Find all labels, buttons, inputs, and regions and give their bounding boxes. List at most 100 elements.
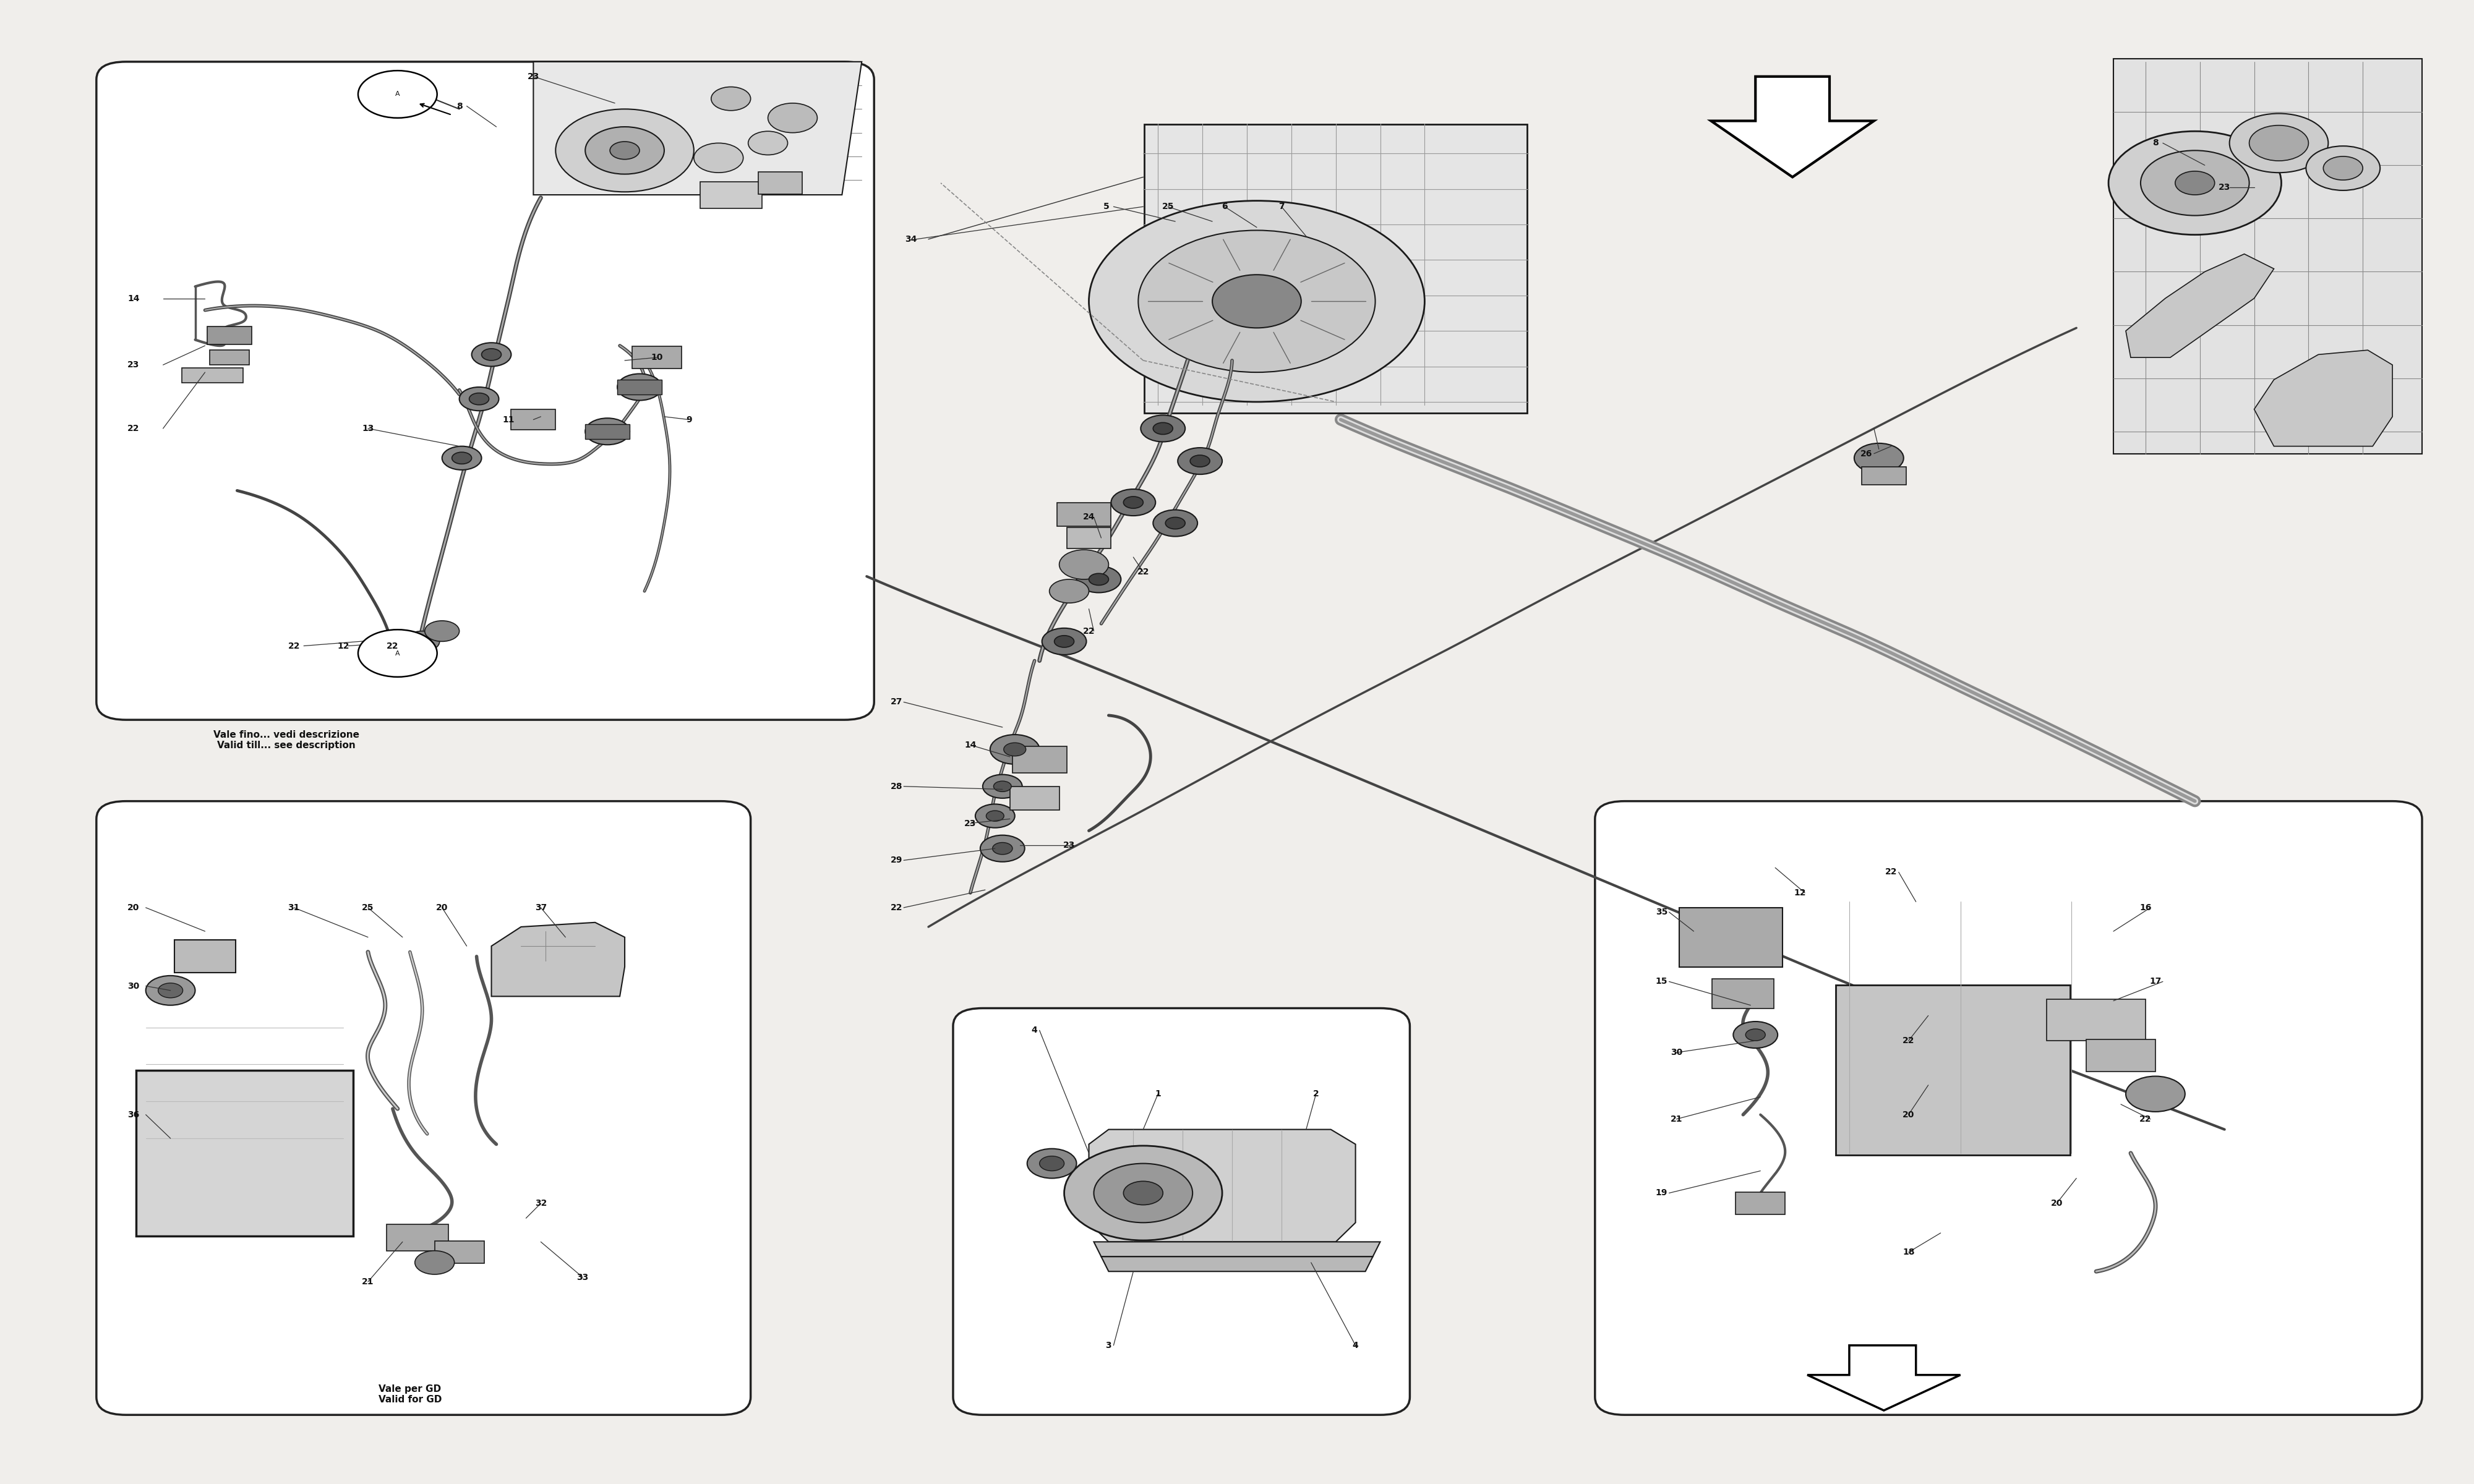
Text: 21: 21 [1670,1114,1682,1123]
Circle shape [460,387,500,411]
Bar [2046,999,2145,1040]
Circle shape [1165,518,1185,530]
Text: 19: 19 [1655,1189,1667,1198]
Bar [1737,1192,1786,1214]
Bar [1680,908,1784,966]
Text: 12: 12 [336,641,349,650]
Text: 24: 24 [1084,513,1096,521]
Circle shape [557,108,693,191]
Circle shape [2175,171,2214,194]
Text: 35: 35 [1655,908,1667,917]
Bar [181,368,242,383]
Polygon shape [2125,254,2274,358]
Bar [633,346,680,368]
Circle shape [1054,635,1074,647]
Bar [618,380,661,395]
Circle shape [1747,1028,1766,1040]
Text: 14: 14 [965,741,977,749]
Text: 22: 22 [1138,567,1150,576]
Circle shape [453,453,473,464]
Polygon shape [492,923,626,996]
Text: 16: 16 [2140,904,2152,913]
Circle shape [1853,444,1903,473]
Text: A: A [396,650,401,656]
Circle shape [416,1251,455,1275]
Polygon shape [1808,1346,1959,1410]
Bar [1066,528,1111,548]
Circle shape [992,843,1012,855]
Circle shape [359,629,438,677]
Circle shape [426,620,460,641]
Circle shape [1094,1163,1192,1223]
Text: 23: 23 [129,361,139,370]
Text: 11: 11 [502,416,515,424]
Text: 2: 2 [1314,1089,1319,1098]
Polygon shape [1101,1257,1373,1272]
Bar [700,181,762,208]
Circle shape [473,343,512,367]
Text: 22: 22 [386,641,398,650]
Text: 29: 29 [891,856,903,865]
Circle shape [406,631,440,651]
Circle shape [1059,549,1108,579]
Circle shape [158,982,183,997]
Bar [1860,467,1905,485]
Polygon shape [1712,77,1873,177]
Circle shape [1004,742,1027,755]
Text: 15: 15 [1655,978,1667,985]
Text: 12: 12 [1794,889,1806,898]
Polygon shape [2254,350,2392,447]
Circle shape [1027,1149,1076,1178]
Bar [2086,1039,2155,1071]
Bar [1145,125,1526,413]
Polygon shape [534,62,861,194]
Text: 32: 32 [534,1199,547,1208]
Text: 20: 20 [2051,1199,2063,1208]
Circle shape [1178,448,1222,475]
Polygon shape [1089,1129,1356,1242]
Circle shape [1141,416,1185,442]
Bar [586,424,631,439]
Bar [1056,503,1111,527]
Circle shape [975,804,1014,828]
Circle shape [1039,1156,1064,1171]
Circle shape [990,735,1039,764]
Circle shape [1123,1181,1163,1205]
Text: 28: 28 [891,782,903,791]
Text: 5: 5 [1103,202,1108,211]
Circle shape [980,835,1024,862]
Text: 9: 9 [685,416,693,424]
Bar [386,1224,448,1251]
Circle shape [747,131,787,154]
Circle shape [443,447,482,470]
Circle shape [618,374,661,401]
Circle shape [1734,1021,1779,1048]
Circle shape [1153,510,1197,536]
Text: 22: 22 [287,641,299,650]
Circle shape [146,975,195,1005]
Text: 4: 4 [1353,1342,1358,1350]
Text: 20: 20 [1903,1110,1915,1119]
Circle shape [693,142,742,172]
Bar [210,350,250,365]
Circle shape [482,349,502,361]
Circle shape [2306,145,2380,190]
Bar [136,1070,354,1236]
Bar [173,941,235,972]
Text: 22: 22 [1903,1036,1915,1045]
Text: 23: 23 [965,819,977,828]
Circle shape [586,418,631,445]
Circle shape [2323,156,2363,180]
Circle shape [710,88,750,110]
Bar [1712,978,1774,1008]
Text: 26: 26 [1860,450,1873,459]
Text: 30: 30 [129,982,139,990]
Bar [1009,787,1059,810]
Text: 23: 23 [1064,841,1076,850]
Text: 33: 33 [576,1273,589,1282]
Text: 20: 20 [435,904,448,913]
Circle shape [767,104,816,132]
Text: A: A [396,91,401,98]
Circle shape [1076,565,1121,592]
Text: 7: 7 [1279,202,1284,211]
